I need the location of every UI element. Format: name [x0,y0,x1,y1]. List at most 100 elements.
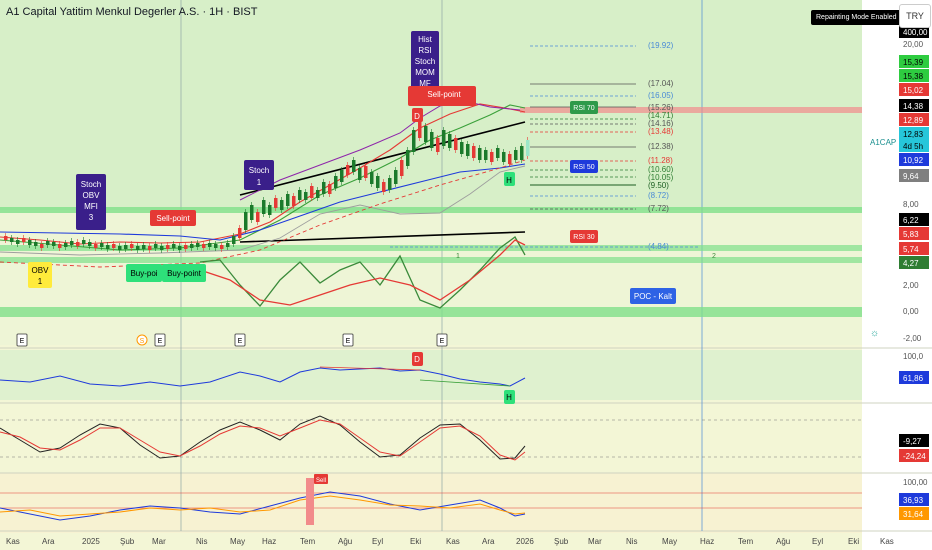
rsi-divergence-line [319,366,421,371]
price-tag-text: 15,38 [903,72,924,81]
fib-lines [390,45,700,248]
h-marker[interactable]: H [504,172,515,186]
candle-body [376,176,380,188]
dividend-marker-bg [136,334,148,346]
candle-body [172,244,176,248]
stoch1-signal[interactable]: Stoch 1 [244,160,274,190]
time-label: Şub [554,537,569,546]
time-label: Eki [848,537,859,546]
earnings-marker-bg [436,333,448,347]
price-tick: 100,00 [903,478,928,487]
pane-tag-bg [899,371,929,384]
rsi-line [0,367,526,387]
price-tag-text: 15,39 [903,58,924,67]
candle-body [232,236,236,244]
price-tag: 12,83 [899,127,929,140]
repaint-badge: Repainting Mode Enabled [811,10,902,25]
settings-icon[interactable]: ☼ [870,328,879,339]
candle-body [298,190,302,200]
price-tag-text: 4,27 [903,259,919,268]
time-label: Mar [152,537,166,546]
fib-level-label: (4.84) [648,242,669,251]
signal-text: 1 [257,178,262,187]
candle-body [352,160,356,172]
time-label: Ağu [338,537,352,546]
rsi-divergence-line [419,379,511,387]
event-markers: E E E E ES [16,333,448,347]
sell-point-2[interactable]: Sell-point [408,86,476,106]
candle-body [214,244,218,248]
rsi-d-marker: D [412,352,423,366]
candle-body [514,150,518,160]
hist-signal[interactable]: Hist RSI Stoch MOM MF [411,31,439,93]
candle-body [280,200,284,210]
candle-body [448,134,452,148]
time-label: Eyl [812,537,823,546]
time-label: Mar [588,537,602,546]
price-tag-bg [899,227,929,240]
buy-point-2[interactable]: Buy-point [162,264,206,282]
price-tag-bg [899,213,929,226]
earnings-marker[interactable]: E [154,333,166,347]
candle-body [34,242,38,246]
candle-body [262,200,266,214]
earnings-marker-bg [234,333,246,347]
candle-body [484,150,488,160]
osc-red [199,239,526,306]
candle-body [316,190,320,198]
dividend-marker[interactable]: S [136,334,148,346]
price-tag: 4d 5h [899,139,929,152]
pane-tag-bg [899,449,929,462]
price-tag-text: 9,64 [903,172,919,181]
earnings-marker[interactable]: E [234,333,246,347]
count-label: 2 [712,253,716,260]
time-label: Nis [626,537,638,546]
candle-body [220,245,224,249]
candle-body [520,146,524,160]
pane-tag: 31,64 [899,507,929,520]
pane-tag-text: 36,93 [903,496,924,505]
buy-point-1[interactable]: Buy-poi [126,264,162,282]
time-label: Tem [738,537,753,546]
candle-body [382,182,386,192]
signal-text: POC - Kalt [634,292,673,301]
pane-tag-bg [899,493,929,506]
fib-level-label: (7.72) [648,204,669,213]
candle-body [76,242,80,246]
time-label: May [662,537,677,546]
candle-body [10,238,14,242]
sell-point-1[interactable]: Sell-point [150,210,196,226]
price-axis-bg [862,0,932,550]
price-tag-bg [899,139,929,152]
time-label: Tem [300,537,315,546]
mfi-sell-bar [306,478,314,525]
mfi-pane-bg [0,473,862,533]
signal-text: OBV [32,266,50,275]
signal-text: Sell [316,478,326,484]
candle-body [70,241,74,245]
candle-body [40,244,44,248]
price-tag-bg [899,256,929,269]
pane-tag-text: -24,24 [903,452,926,461]
candle-body [22,238,26,242]
price-tag: 4,27 [899,256,929,269]
time-label: 2025 [82,537,100,546]
signal-text: Hist [418,35,433,44]
d-marker[interactable]: D [412,108,423,122]
candle-body [502,152,506,162]
candle-body [436,138,440,152]
rsi-level-text: RSI 70 [573,105,595,112]
candle-body [250,205,254,220]
earnings-marker[interactable]: E [342,333,354,347]
candle-body [226,243,230,247]
earnings-marker[interactable]: E [16,333,28,347]
obv1-signal[interactable]: OBV 1 [28,262,52,288]
candle-body [124,245,128,249]
currency-button[interactable]: TRY [899,4,931,28]
stoch-obv-signal[interactable]: Stoch OBV MFI 3 [76,174,106,230]
price-tag-bg [899,169,929,182]
price-tag-text: 12,89 [903,116,924,125]
poc-label[interactable]: POC - Kalt [630,288,676,304]
earnings-marker[interactable]: E [436,333,448,347]
